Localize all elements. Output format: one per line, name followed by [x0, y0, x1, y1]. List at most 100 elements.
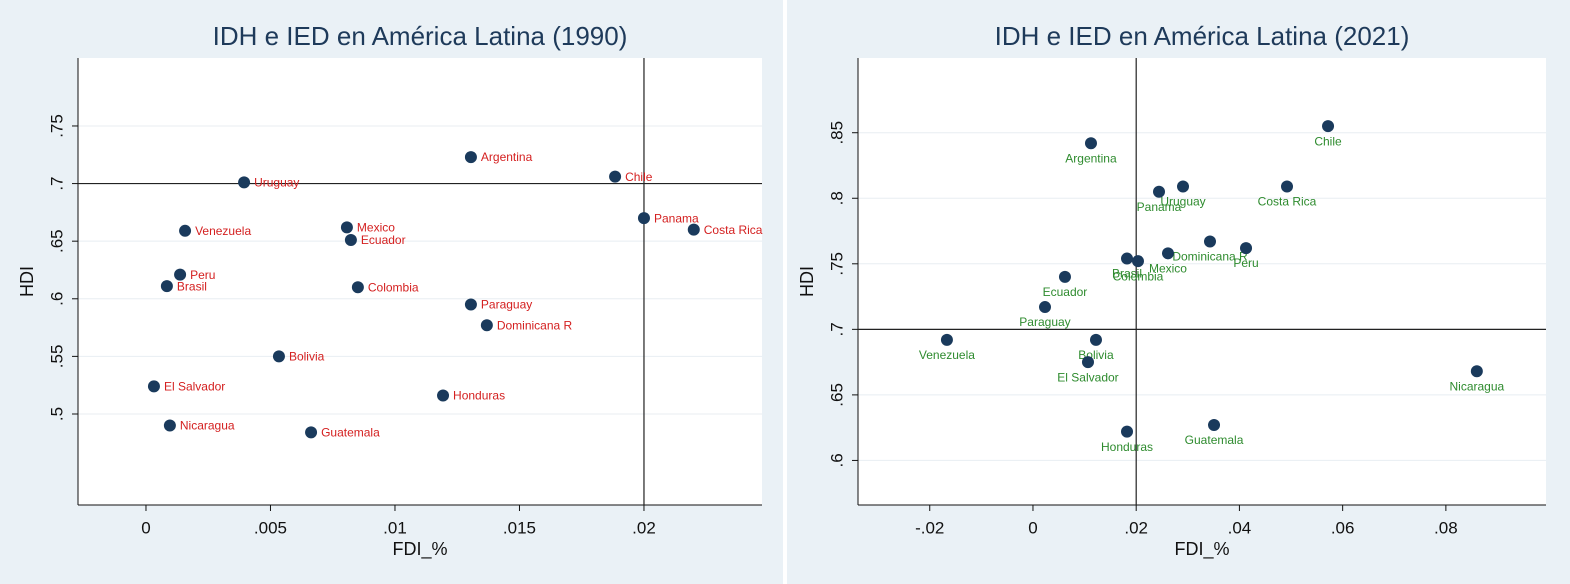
point-label: Brasil	[177, 279, 207, 293]
point-label: Colombia	[368, 280, 419, 294]
y-tick-label: .6	[827, 453, 846, 467]
point-label: Bolivia	[289, 350, 325, 364]
x-tick-label: .01	[383, 518, 407, 537]
point-label: Dominicana R	[1172, 250, 1248, 264]
point-label: Chile	[625, 170, 653, 184]
x-tick-label: .02	[632, 518, 656, 537]
chart-panel: IDH e IED en América Latina (2021) .6 .65.…	[787, 0, 1570, 584]
y-tick-label: .7	[47, 176, 66, 190]
point-label: Nicaragua	[1449, 379, 1504, 393]
point	[687, 223, 700, 236]
y-tick-label: .65	[47, 229, 66, 253]
point	[238, 176, 251, 189]
y-tick-label: .75	[47, 114, 66, 138]
point	[160, 280, 173, 293]
point-label: Venezuela	[195, 224, 251, 238]
y-tick-label: .8	[827, 191, 846, 205]
point	[1153, 185, 1166, 198]
point-label: Costa Rica	[704, 223, 763, 237]
point-label: Chile	[1314, 134, 1342, 148]
point-label: Paraguay	[1019, 315, 1070, 329]
point-label: Costa Rica	[1258, 195, 1317, 209]
x-tick-label: .04	[1228, 518, 1252, 537]
y-tick-label: .55	[47, 345, 66, 369]
point-label: Nicaragua	[180, 419, 235, 433]
point	[1208, 419, 1221, 432]
point	[637, 212, 650, 225]
point	[272, 350, 285, 363]
point-label: Honduras	[453, 389, 505, 403]
x-tick-label: 0	[1028, 518, 1037, 537]
y-tick-label: .5	[47, 407, 66, 421]
point	[480, 319, 493, 332]
y-tick-label: .7	[827, 322, 846, 336]
point-label: Brasil	[1112, 267, 1142, 281]
point	[1132, 255, 1144, 268]
point-label: Peru	[190, 268, 215, 282]
point-label: Paraguay	[481, 298, 532, 312]
x-tick-label: .015	[503, 518, 536, 537]
point	[1281, 180, 1294, 193]
point-label: El Salvador	[1057, 370, 1118, 384]
point	[1470, 365, 1483, 378]
point	[1322, 120, 1335, 133]
point	[1038, 301, 1051, 314]
point	[1177, 180, 1190, 193]
point-label: Guatemala	[1185, 433, 1244, 447]
point-label: Uruguay	[1160, 195, 1205, 209]
point	[340, 221, 353, 234]
point	[1161, 247, 1174, 260]
point-label: Dominicana R	[497, 318, 573, 332]
point-label: Venezuela	[919, 348, 975, 362]
x-axis-title: FDI_%	[392, 539, 447, 560]
x-tick-label: .005	[254, 518, 287, 537]
chart-panel: IDH e IED en América Latina (1990) .5 .55.…	[0, 0, 783, 584]
y-tick-label: .6	[47, 292, 66, 306]
y-tick-label: .65	[827, 383, 846, 407]
point-label: Panama	[1137, 200, 1182, 214]
point	[163, 419, 176, 432]
chart-title: IDH e IED en América Latina (1990)	[213, 21, 628, 51]
point	[1084, 137, 1097, 150]
point	[464, 151, 477, 164]
point	[351, 281, 364, 294]
point	[1058, 270, 1071, 283]
point	[305, 426, 318, 439]
x-tick-label: .08	[1434, 518, 1458, 537]
point-label: Ecuador	[361, 233, 406, 247]
point	[1204, 235, 1216, 248]
point-label: Mexico	[1149, 261, 1187, 275]
point-label: Honduras	[1101, 440, 1153, 454]
point-label: Uruguay	[254, 176, 299, 190]
plot-area	[78, 58, 762, 505]
chart-title: IDH e IED en América Latina (2021)	[995, 21, 1410, 51]
y-axis-title: HDI	[17, 266, 37, 297]
point	[1121, 425, 1134, 438]
point-label: Peru	[1233, 256, 1258, 270]
x-axis-title: FDI_%	[1174, 539, 1229, 560]
point	[179, 224, 192, 237]
x-tick-label: -.02	[915, 518, 944, 537]
point	[147, 380, 160, 393]
point	[174, 268, 187, 281]
point	[464, 298, 477, 311]
point	[1121, 252, 1134, 265]
point	[344, 234, 357, 247]
x-tick-label: .06	[1331, 518, 1355, 537]
point-label: Colombia	[1113, 269, 1164, 283]
point	[437, 389, 450, 402]
point-label: Ecuador	[1043, 285, 1088, 299]
y-axis-title: HDI	[797, 266, 817, 297]
point	[1240, 242, 1253, 255]
point-label: Panama	[654, 211, 699, 225]
y-tick-label: .75	[827, 252, 846, 276]
y-tick-label: .85	[827, 121, 846, 145]
point-label: El Salvador	[164, 380, 225, 394]
point-label: Mexico	[357, 221, 395, 235]
point	[609, 170, 622, 183]
point	[1089, 333, 1102, 346]
point-label: Argentina	[1065, 151, 1117, 165]
x-tick-label: 0	[141, 518, 150, 537]
x-tick-label: .02	[1124, 518, 1148, 537]
